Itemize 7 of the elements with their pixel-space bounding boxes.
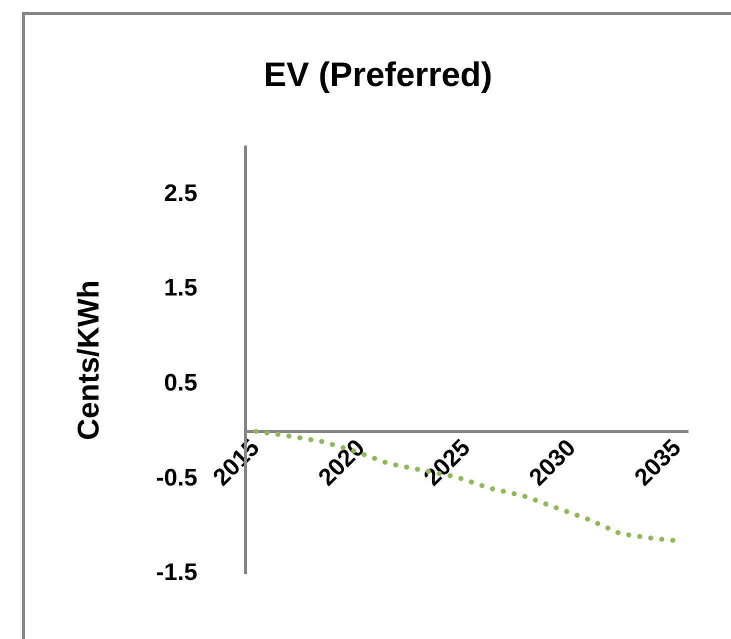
chart-title: EV (Preferred) xyxy=(264,56,492,94)
y-tick-label: 2.5 xyxy=(164,180,198,207)
y-tick-label: -0.5 xyxy=(156,464,198,492)
y-tick-label: -1.5 xyxy=(156,559,198,586)
y-tick-label: 0.5 xyxy=(164,370,198,397)
y-axis-title: Cents/KWh xyxy=(72,280,106,440)
y-tick-label: 1.5 xyxy=(164,274,198,302)
